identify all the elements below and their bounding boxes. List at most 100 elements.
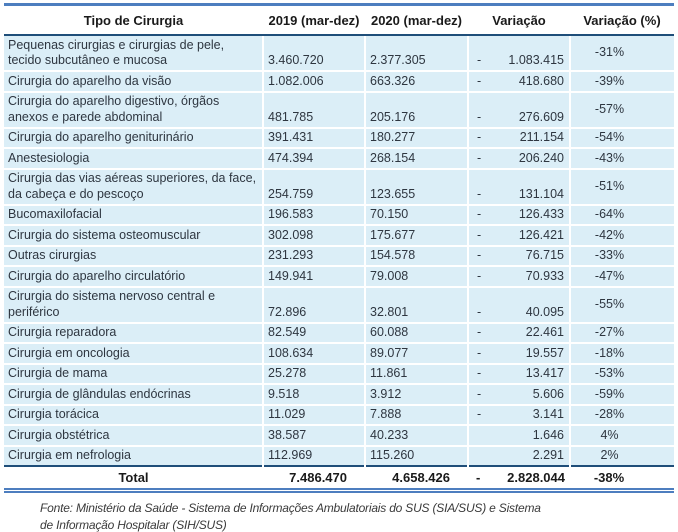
surgery-type: Cirurgia do aparelho geniturinário	[4, 127, 264, 149]
variation-pct: -53%	[570, 363, 674, 385]
table-footer: Total 7.486.470 4.658.426 - 2.828.044 -3…	[4, 465, 674, 493]
value-2020: 60.088	[365, 322, 469, 344]
value-2019: 474.394	[263, 148, 366, 170]
surgery-type: Cirurgia de glândulas endócrinas	[4, 384, 264, 406]
surgery-type: Cirurgia do aparelho da visão	[4, 71, 264, 93]
variation-value: 206.240	[518, 150, 564, 165]
variation-value: 76.715	[525, 248, 564, 262]
variation-cell: - 131.104	[468, 168, 571, 206]
variation-value: 22.461	[525, 325, 564, 339]
table-row: Pequenas cirurgias e cirurgias de pele, …	[4, 34, 674, 72]
variation-cell: - 206.240	[468, 148, 571, 170]
variation-pct: -18%	[570, 343, 674, 365]
table-row: Anestesiologia 474.394 268.154- 206.240 -43%	[4, 148, 674, 170]
minus-sign: -	[477, 407, 482, 421]
variation-value: 211.154	[519, 130, 564, 144]
variation-pct: -51%	[570, 168, 674, 206]
value-2020: 205.176	[365, 91, 469, 129]
variation-pct: 2%	[570, 445, 674, 466]
variation-cell: - 126.421	[468, 225, 571, 247]
variation-pct: -31%	[570, 34, 674, 72]
value-2020: 40.233	[365, 425, 469, 447]
variation-value: 19.557	[525, 345, 564, 360]
variation-value: 13.417	[525, 366, 564, 380]
value-2019: 1.082.006	[263, 71, 366, 93]
total-label: Total	[4, 465, 263, 493]
variation-value: 131.104	[518, 186, 564, 201]
value-2019: 3.460.720	[263, 34, 366, 72]
minus-sign: -	[477, 186, 482, 201]
table-row: Cirurgia do aparelho digestivo, órgãos a…	[4, 91, 674, 129]
variation-value: 126.421	[518, 227, 564, 242]
source-note-line1: Fonte: Ministério da Saúde - Sistema de …	[40, 501, 541, 515]
source-note-line2: de Informação Hospitalar (SIH/SUS)	[40, 518, 227, 532]
variation-pct: 4%	[570, 425, 674, 447]
table-row: Cirurgia obstétrica 38.587 40.233 1.646 4%	[4, 425, 674, 447]
surgery-table: Tipo de Cirurgia 2019 (mar-dez) 2020 (ma…	[4, 3, 674, 493]
value-2019: 231.293	[263, 245, 366, 267]
value-2019: 481.785	[263, 91, 366, 129]
total-variation: 2.828.044	[507, 470, 565, 485]
variation-pct: -54%	[570, 127, 674, 149]
total-2019: 7.486.470	[263, 465, 365, 493]
surgery-type: Cirurgia de mama	[4, 363, 264, 385]
table-row: Cirurgia de mama 25.278 11.861- 13.417 -53%	[4, 363, 674, 385]
variation-cell: - 70.933	[468, 266, 571, 288]
value-2020: 89.077	[365, 343, 469, 365]
value-2020: 11.861	[365, 363, 469, 385]
variation-cell: - 5.606	[468, 384, 571, 406]
table-row: Cirurgia torácica 11.029 7.888- 3.141 -28%	[4, 404, 674, 426]
value-2020: 268.154	[365, 148, 469, 170]
variation-value: 1.083.415	[508, 53, 564, 67]
value-2020: 79.008	[365, 266, 469, 288]
table-row: Bucomaxilofacial 196.583 70.150- 126.433 -64…	[4, 204, 674, 226]
variation-value: 1.646	[532, 427, 564, 442]
value-2019: 302.098	[263, 225, 366, 247]
variation-value: 40.095	[525, 304, 564, 319]
value-2019: 9.518	[263, 384, 366, 406]
variation-pct: -55%	[570, 286, 674, 324]
variation-pct: -47%	[570, 266, 674, 288]
minus-sign: -	[477, 325, 482, 339]
minus-sign: -	[477, 345, 482, 360]
value-2019: 108.634	[263, 343, 366, 365]
surgery-type: Cirurgia torácica	[4, 404, 264, 426]
col-header-variacao-pct: Variação (%)	[570, 4, 674, 36]
minus-sign: -	[477, 207, 482, 221]
minus-sign: -	[477, 227, 482, 242]
surgery-type: Cirurgia em nefrologia	[4, 445, 264, 466]
surgery-type: Cirurgia do aparelho digestivo, órgãos a…	[4, 91, 264, 129]
surgery-type: Cirurgia do sistema nervoso central e pe…	[4, 286, 264, 324]
value-2019: 82.549	[263, 322, 366, 344]
variation-cell: - 126.433	[468, 204, 571, 226]
total-variation-pct: -38%	[570, 465, 674, 493]
variation-value: 276.609	[518, 109, 564, 124]
variation-pct: -33%	[570, 245, 674, 267]
table-row: Cirurgia do aparelho circulatório 149.941…	[4, 266, 674, 288]
minus-sign: -	[477, 130, 482, 144]
variation-value: 5.606	[532, 386, 564, 401]
surgery-type: Cirurgia em oncologia	[4, 343, 264, 365]
surgery-type: Cirurgia obstétrica	[4, 425, 264, 447]
value-2019: 38.587	[263, 425, 366, 447]
table-row: Cirurgia reparadora 82.549 60.088- 22.461 -2…	[4, 322, 674, 344]
surgery-type: Cirurgia reparadora	[4, 322, 264, 344]
surgery-type: Cirurgia das vias aéreas superiores, da …	[4, 168, 264, 206]
minus-sign: -	[477, 268, 482, 283]
table-row: Cirurgia do aparelho da visão 1.082.006 66…	[4, 71, 674, 93]
variation-cell: - 1.083.415	[468, 34, 571, 72]
value-2020: 123.655	[365, 168, 469, 206]
variation-value: 126.433	[518, 207, 564, 221]
variation-cell: - 76.715	[468, 245, 571, 267]
variation-pct: -27%	[570, 322, 674, 344]
table-row: Cirurgia em nefrologia 112.969 115.260 2.29…	[4, 445, 674, 466]
minus-sign: -	[477, 73, 482, 88]
variation-pct: -59%	[570, 384, 674, 406]
value-2019: 196.583	[263, 204, 366, 226]
surgery-type: Anestesiologia	[4, 148, 264, 170]
value-2020: 7.888	[365, 404, 469, 426]
value-2020: 70.150	[365, 204, 469, 226]
total-row: Total 7.486.470 4.658.426 - 2.828.044 -3…	[4, 465, 674, 493]
value-2019: 149.941	[263, 266, 366, 288]
col-header-tipo: Tipo de Cirurgia	[4, 4, 263, 36]
